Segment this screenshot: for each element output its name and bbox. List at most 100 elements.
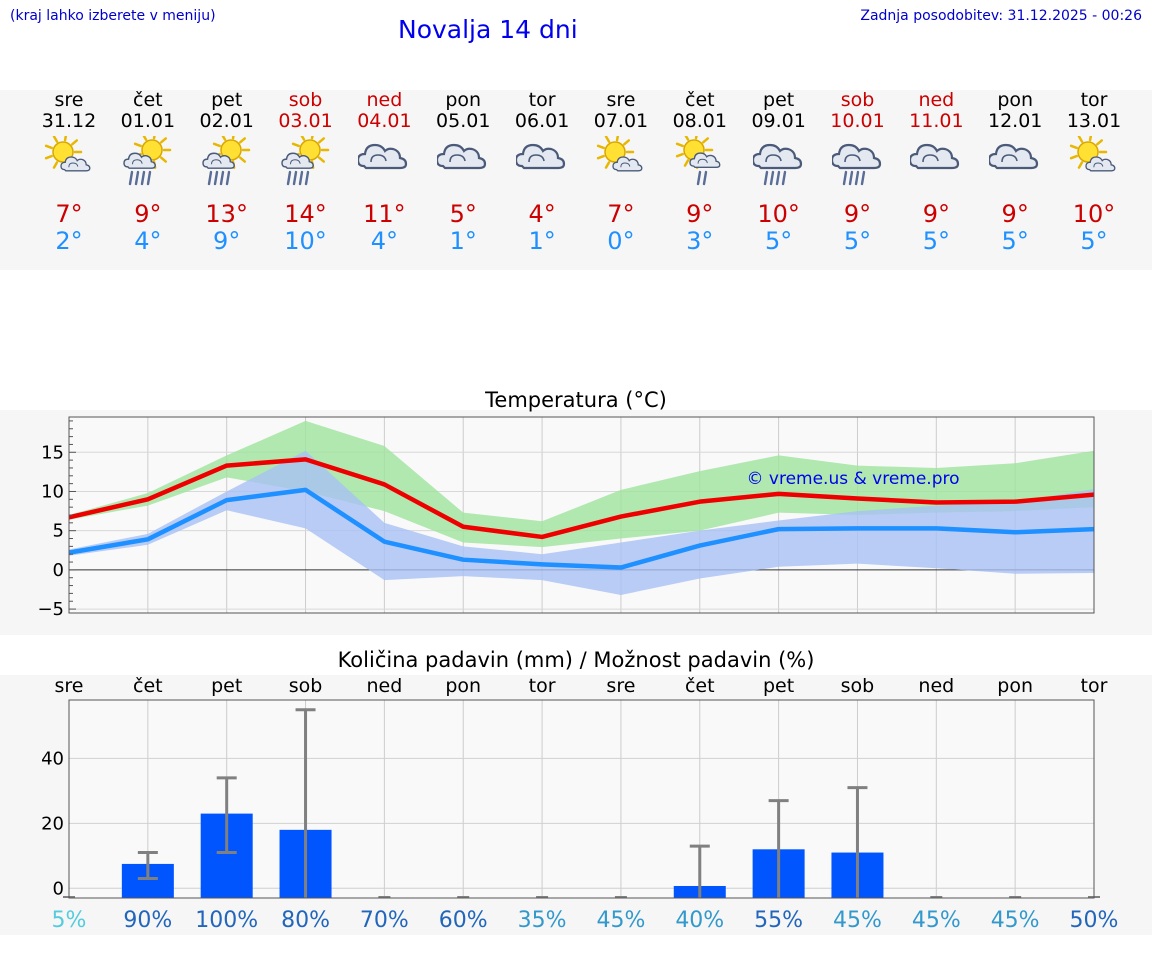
day-name: sre — [54, 89, 84, 111]
precip-probability: 45% — [833, 908, 882, 933]
precip-probability: 60% — [439, 908, 488, 933]
y-tick-label: 5 — [53, 521, 64, 542]
x-category-label: sre — [55, 675, 84, 697]
temp-min: 1° — [449, 227, 477, 255]
day-column: čet 08.01 9° 3° — [660, 90, 740, 255]
day-date: 09.01 — [751, 110, 806, 132]
precip-probability: 50% — [1070, 908, 1119, 933]
sun-cloud-drizzle-icon — [675, 136, 721, 186]
day-column: tor 06.01 4° 1° — [502, 89, 582, 255]
day-date: 03.01 — [278, 110, 333, 132]
y-tick-label: 0 — [53, 560, 64, 581]
precip-probability: 45% — [991, 908, 1040, 933]
temp-max: 5° — [449, 200, 477, 228]
temp-max: 9° — [686, 200, 714, 228]
day-column: ned 11.01 9° 5° — [896, 89, 976, 255]
cloud-icon — [910, 143, 960, 170]
day-date: 31.12 — [41, 110, 97, 132]
precip-probability: 45% — [596, 908, 645, 933]
day-column: tor 13.01 10° 5° — [1054, 90, 1134, 255]
y-tick-label: 20 — [41, 813, 64, 834]
temp-min: 9° — [213, 227, 241, 255]
temperature-chart-title: Temperatura (°C) — [485, 388, 667, 412]
day-date: 06.01 — [514, 110, 570, 132]
day-column: sre 31.12 7° 2° — [29, 89, 109, 255]
day-name: sob — [840, 89, 875, 111]
day-date: 07.01 — [593, 110, 649, 132]
temp-max: 10° — [1072, 200, 1116, 228]
precipitation-chart: sre čet pet sob ned pon tor sre čet pet sob ned pon t… — [41, 675, 1119, 933]
temp-max: 9° — [134, 200, 162, 228]
cloud-icon — [516, 143, 566, 170]
precip-probability: 90% — [123, 908, 172, 933]
day-column: pet 02.01 13° 9° — [187, 89, 267, 255]
day-name: pon — [445, 89, 482, 111]
precip-probability: 100% — [195, 908, 258, 933]
temp-min: 1° — [528, 227, 556, 255]
max-temp-line — [68, 457, 1095, 540]
x-category-label: tor — [529, 675, 556, 697]
x-category-label: ned — [918, 675, 954, 697]
day-date: 02.01 — [199, 110, 254, 132]
day-name: ned — [366, 89, 403, 111]
day-column: čet 01.01 9° 4° — [108, 89, 188, 255]
temp-max: 7° — [607, 200, 635, 228]
day-name: čet — [133, 89, 163, 111]
y-tick-label: 40 — [41, 748, 64, 769]
day-column: pon 12.01 9° 5° — [975, 89, 1055, 255]
y-tick-label: −5 — [37, 599, 64, 620]
day-name: pet — [211, 89, 243, 111]
day-name: tor — [528, 89, 556, 111]
temp-min: 10° — [284, 227, 327, 255]
x-category-label: sob — [289, 675, 323, 697]
temp-max: 9° — [843, 200, 872, 228]
x-category-label: pon — [445, 675, 481, 697]
temp-min: 5° — [1080, 227, 1108, 255]
x-category-label: čet — [133, 675, 163, 697]
precip-probability: 40% — [675, 908, 724, 933]
x-category-label: čet — [685, 675, 715, 697]
temp-min: 4° — [134, 227, 162, 255]
x-category-label: pet — [211, 675, 242, 697]
sun-cloud-icon — [44, 136, 91, 172]
x-category-label: pet — [763, 675, 794, 697]
day-name: pet — [763, 89, 795, 111]
last-updated: Zadnja posodobitev: 31.12.2025 - 00:26 — [860, 8, 1142, 24]
max-temp-range-band — [69, 420, 1094, 548]
precip-probability: 80% — [281, 908, 330, 933]
temp-max: 10° — [757, 200, 800, 228]
sun-cloud-rain-icon — [280, 136, 329, 186]
temp-max: 13° — [205, 200, 248, 228]
cloud-icon — [437, 143, 487, 170]
sun-cloud-icon — [1069, 136, 1116, 172]
day-date: 04.01 — [357, 110, 412, 132]
temp-max: 14° — [284, 200, 327, 228]
day-date: 11.01 — [909, 110, 964, 132]
day-date: 08.01 — [672, 110, 727, 132]
y-tick-label: 0 — [53, 878, 64, 899]
temp-min: 0° — [607, 227, 635, 255]
temperature-chart: −5 0 5 10 15 © vreme.us & vreme.pro — [37, 416, 1095, 620]
x-category-label: pon — [997, 675, 1033, 697]
day-date: 05.01 — [436, 110, 491, 132]
cloud-icon — [358, 143, 408, 170]
precip-probability: 70% — [360, 908, 409, 933]
precip-probability: 55% — [754, 908, 803, 933]
temp-max: 7° — [55, 200, 83, 228]
page-title: Novalja 14 dni — [398, 15, 578, 44]
day-name: sre — [606, 89, 636, 111]
precip-probability: 45% — [912, 908, 961, 933]
min-temp-range-band — [69, 450, 1094, 595]
x-category-label: ned — [366, 675, 402, 697]
sun-cloud-icon — [596, 136, 643, 172]
day-name: pon — [997, 89, 1034, 111]
day-name: ned — [918, 89, 955, 111]
temp-min: 5° — [765, 227, 793, 255]
temp-max: 4° — [528, 200, 556, 228]
temp-min: 5° — [1001, 227, 1029, 255]
day-date: 01.01 — [120, 110, 176, 132]
day-name: sob — [288, 89, 323, 111]
day-column: pet 09.01 10° 5° — [739, 89, 819, 255]
precipitation-chart-title: Količina padavin (mm) / Možnost padavin … — [337, 648, 815, 672]
day-date: 10.01 — [830, 110, 885, 132]
